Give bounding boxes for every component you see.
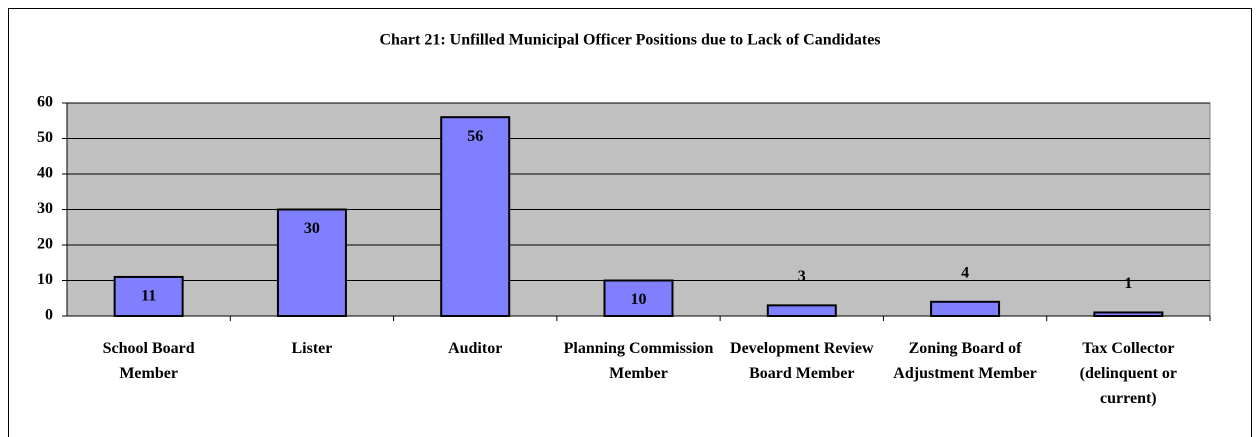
bar (276, 208, 347, 317)
data-label: 11 (141, 288, 156, 305)
bar (440, 116, 511, 317)
data-label: 1 (1124, 275, 1132, 292)
bar (603, 279, 674, 317)
x-tick-label: Tax Collector (delinquent or current) (1079, 340, 1178, 407)
y-tick-label: 20 (37, 236, 53, 253)
x-tick-label: Planning Commission Member (563, 340, 714, 382)
y-tick-label: 50 (37, 129, 53, 146)
data-label: 3 (798, 268, 806, 285)
x-tick-label: Zoning Board of Adjustment Member (893, 340, 1037, 382)
x-tick-label: School Board Member (102, 340, 195, 382)
y-tick-label: 0 (45, 307, 53, 324)
chart-title: Chart 21: Unfilled Municipal Officer Pos… (379, 32, 880, 49)
bar (766, 304, 837, 318)
y-tick-label: 10 (37, 271, 53, 288)
data-label: 56 (467, 128, 483, 145)
bar (113, 275, 184, 318)
y-tick-label: 60 (37, 94, 53, 111)
x-tick-label: Lister (291, 340, 333, 357)
y-tick-label: 30 (37, 200, 53, 217)
data-label: 4 (961, 264, 969, 281)
bar (930, 300, 1001, 317)
data-label: 10 (631, 291, 647, 308)
x-tick-label: Auditor (448, 340, 503, 357)
x-tick-label: Development Review Board Member (730, 340, 874, 382)
y-tick-label: 40 (37, 165, 53, 182)
bar (1093, 311, 1164, 318)
data-label: 30 (304, 220, 320, 237)
